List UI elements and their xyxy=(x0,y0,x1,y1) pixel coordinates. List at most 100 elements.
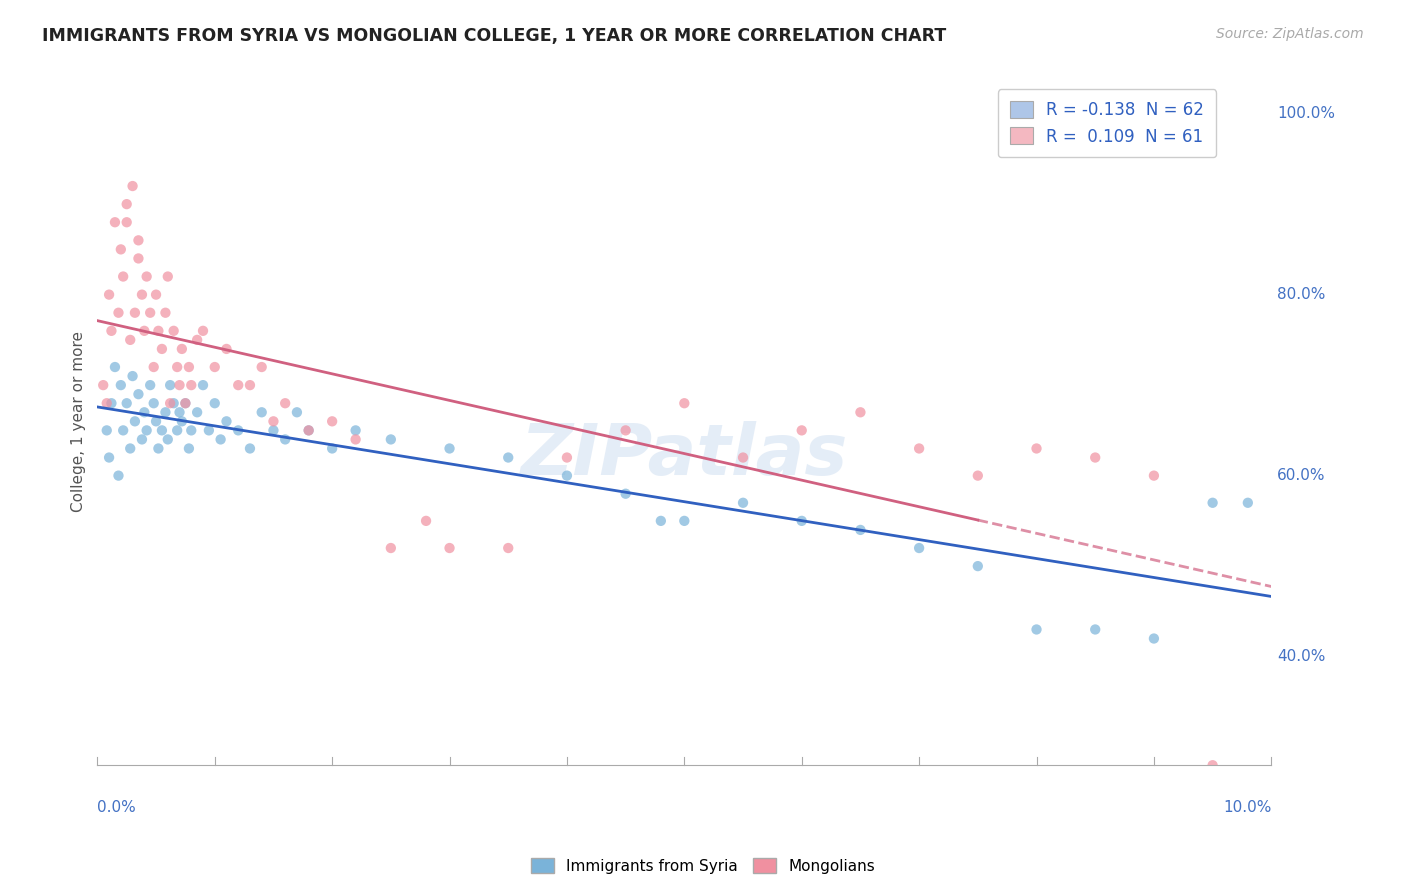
Point xyxy=(170,342,193,356)
Point xyxy=(177,359,200,374)
Y-axis label: College, 1 year or more: College, 1 year or more xyxy=(72,331,86,512)
Point xyxy=(96,396,118,410)
Point xyxy=(439,442,461,456)
Point xyxy=(180,423,202,437)
Point xyxy=(250,405,273,419)
Text: Source: ZipAtlas.com: Source: ZipAtlas.com xyxy=(1216,27,1364,41)
Point xyxy=(298,423,321,437)
Text: IMMIGRANTS FROM SYRIA VS MONGOLIAN COLLEGE, 1 YEAR OR MORE CORRELATION CHART: IMMIGRANTS FROM SYRIA VS MONGOLIAN COLLE… xyxy=(42,27,946,45)
Point xyxy=(96,423,118,437)
Point xyxy=(966,468,988,483)
Point xyxy=(180,378,202,392)
Text: 60.0%: 60.0% xyxy=(1277,468,1326,483)
Point xyxy=(215,414,238,428)
Point xyxy=(145,414,167,428)
Point xyxy=(198,423,221,437)
Text: ZIPatlas: ZIPatlas xyxy=(520,421,848,491)
Point xyxy=(966,559,988,574)
Legend: R = -0.138  N = 62, R =  0.109  N = 61: R = -0.138 N = 62, R = 0.109 N = 61 xyxy=(998,89,1216,157)
Point xyxy=(170,414,193,428)
Point xyxy=(204,396,226,410)
Point xyxy=(344,423,367,437)
Point xyxy=(496,541,519,555)
Point xyxy=(1143,468,1166,483)
Point xyxy=(139,378,162,392)
Text: 80.0%: 80.0% xyxy=(1277,287,1326,302)
Point xyxy=(115,396,138,410)
Point xyxy=(215,342,238,356)
Point xyxy=(127,233,149,247)
Point xyxy=(166,423,188,437)
Point xyxy=(107,468,129,483)
Point xyxy=(1084,450,1107,465)
Point xyxy=(121,179,143,194)
Point xyxy=(1237,496,1260,510)
Point xyxy=(614,487,637,501)
Point xyxy=(380,433,402,447)
Point xyxy=(148,442,170,456)
Point xyxy=(1025,623,1047,637)
Point xyxy=(673,514,696,528)
Point xyxy=(159,378,181,392)
Point xyxy=(155,306,177,320)
Point xyxy=(124,414,146,428)
Point xyxy=(159,396,181,410)
Point xyxy=(142,359,165,374)
Point xyxy=(790,514,813,528)
Point xyxy=(174,396,197,410)
Point xyxy=(127,387,149,401)
Text: 10.0%: 10.0% xyxy=(1223,799,1271,814)
Point xyxy=(614,423,637,437)
Point xyxy=(156,433,179,447)
Point xyxy=(226,423,249,437)
Point xyxy=(166,359,188,374)
Point xyxy=(124,306,146,320)
Point xyxy=(908,442,931,456)
Point xyxy=(673,396,696,410)
Point xyxy=(555,468,578,483)
Point xyxy=(98,450,121,465)
Point xyxy=(174,396,197,410)
Point xyxy=(239,442,262,456)
Point xyxy=(163,396,186,410)
Point xyxy=(849,405,872,419)
Point xyxy=(100,396,122,410)
Point xyxy=(110,378,132,392)
Point xyxy=(163,324,186,338)
Point xyxy=(186,405,208,419)
Point xyxy=(177,442,200,456)
Text: 0.0%: 0.0% xyxy=(97,799,136,814)
Point xyxy=(380,541,402,555)
Point xyxy=(115,215,138,229)
Text: 40.0%: 40.0% xyxy=(1277,649,1326,665)
Point xyxy=(186,333,208,347)
Point xyxy=(1201,496,1223,510)
Point xyxy=(135,423,157,437)
Point xyxy=(169,378,191,392)
Point xyxy=(134,324,156,338)
Point xyxy=(731,496,754,510)
Point xyxy=(98,287,121,301)
Point xyxy=(120,442,142,456)
Point xyxy=(110,243,132,257)
Point xyxy=(321,442,343,456)
Text: 100.0%: 100.0% xyxy=(1277,106,1336,121)
Point xyxy=(650,514,672,528)
Point xyxy=(148,324,170,338)
Point xyxy=(209,433,232,447)
Point xyxy=(120,333,142,347)
Point xyxy=(115,197,138,211)
Point xyxy=(790,423,813,437)
Point xyxy=(439,541,461,555)
Point xyxy=(107,306,129,320)
Point xyxy=(250,359,273,374)
Point xyxy=(1201,758,1223,772)
Point xyxy=(555,450,578,465)
Point xyxy=(104,359,127,374)
Point xyxy=(274,433,297,447)
Point xyxy=(169,405,191,419)
Point xyxy=(239,378,262,392)
Point xyxy=(321,414,343,428)
Point xyxy=(150,423,173,437)
Point xyxy=(1143,632,1166,646)
